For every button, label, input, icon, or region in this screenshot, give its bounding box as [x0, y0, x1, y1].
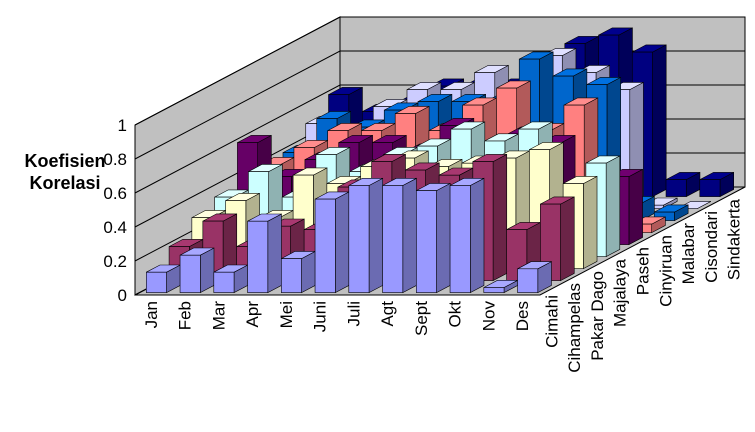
- y-tick-label: 0.8: [103, 150, 127, 169]
- series-label: Pakar Dago: [588, 271, 607, 361]
- bar: [314, 198, 336, 293]
- grid-line: [134, 16, 745, 126]
- bar: [382, 185, 404, 293]
- bar-side: [560, 196, 575, 282]
- bar-side: [200, 247, 215, 294]
- bar-side: [470, 177, 485, 294]
- bar: [449, 185, 471, 293]
- y-tick-label: 0.4: [103, 218, 127, 237]
- bar: [517, 268, 539, 293]
- x-tick-label: Feb: [176, 301, 195, 330]
- y-axis-title: Koefisien Korelasi: [24, 151, 106, 193]
- y-tick-label: 0: [118, 286, 127, 305]
- bar-side: [492, 153, 508, 282]
- x-tick-label: Okt: [446, 301, 465, 328]
- bar-side: [267, 213, 282, 294]
- bar-side: [605, 155, 621, 258]
- series-label: Majalaya: [611, 258, 630, 327]
- y-tick-label: 0.2: [103, 252, 127, 271]
- bar: [146, 271, 167, 293]
- series-label: Sindakerta: [725, 198, 744, 280]
- series-label: Paseh: [634, 247, 653, 295]
- x-tick-label: Juni: [311, 301, 330, 332]
- bar-side: [402, 177, 417, 294]
- bar: [179, 254, 201, 293]
- x-tick-label: Agt: [378, 301, 397, 327]
- x-tick-label: Jan: [142, 301, 161, 328]
- x-tick-label: Sept: [412, 301, 431, 336]
- bar-side: [436, 182, 451, 294]
- bar-side: [628, 168, 643, 246]
- bar-side: [335, 191, 350, 294]
- bar: [247, 220, 269, 293]
- series-label: Cisondari: [702, 211, 721, 283]
- series-label: Cihampelas: [565, 283, 584, 373]
- series-label: Malabar: [679, 223, 698, 285]
- bar: [348, 185, 370, 293]
- series-label: Cimahi: [542, 295, 561, 348]
- y-tick-label: 0.6: [103, 184, 127, 203]
- bar-side: [652, 44, 667, 198]
- x-tick-label: Apr: [243, 301, 262, 328]
- bar: [416, 190, 437, 293]
- bar: [699, 179, 721, 197]
- y-tick-label: 1: [118, 116, 127, 135]
- bar-side: [583, 175, 598, 270]
- bar: [483, 287, 505, 293]
- x-tick-label: Des: [513, 301, 532, 331]
- x-tick-label: Nov: [479, 301, 498, 332]
- bar: [213, 271, 235, 293]
- series-label: Cinyiruan: [656, 235, 675, 307]
- x-tick-label: Juli: [344, 301, 363, 327]
- bar: [665, 179, 687, 197]
- bar-side: [368, 177, 384, 294]
- x-tick-label: Mar: [209, 301, 228, 331]
- bar: [281, 258, 302, 293]
- x-tick-label: Mei: [277, 301, 296, 328]
